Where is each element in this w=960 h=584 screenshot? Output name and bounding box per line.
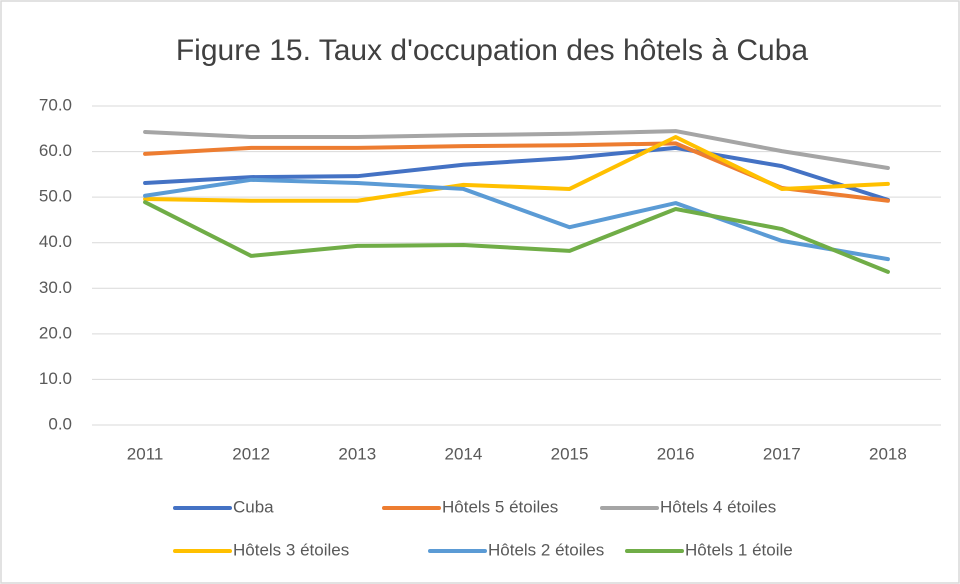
legend-label: Hôtels 4 étoiles <box>660 497 776 516</box>
series-line <box>143 200 890 274</box>
legend-label: Hôtels 1 étoile <box>685 540 793 559</box>
x-tick-label: 2012 <box>232 444 270 463</box>
x-tick-label: 2011 <box>127 444 164 463</box>
legend-label: Hôtels 2 étoiles <box>488 540 604 559</box>
y-tick-label: 60.0 <box>39 141 72 160</box>
y-tick-label: 0.0 <box>48 414 72 433</box>
y-tick-label: 30.0 <box>39 278 72 297</box>
legend-label: Hôtels 3 étoiles <box>233 540 349 559</box>
series-line <box>143 134 890 203</box>
series-line <box>143 145 890 202</box>
x-tick-label: 2016 <box>657 444 695 463</box>
chart-title: Figure 15. Taux d'occupation des hôtels … <box>176 34 809 67</box>
x-tick-label: 2018 <box>869 444 907 463</box>
y-tick-label: 20.0 <box>39 323 72 342</box>
series-line <box>143 177 890 262</box>
y-tick-label: 50.0 <box>39 187 72 206</box>
x-tick-label: 2014 <box>445 444 483 463</box>
x-tick-label: 2017 <box>763 444 801 463</box>
x-tick-label: 2015 <box>551 444 589 463</box>
legend-label: Hôtels 5 étoiles <box>442 497 558 516</box>
x-tick-label: 2013 <box>338 444 376 463</box>
y-tick-label: 40.0 <box>39 232 72 251</box>
legend-label: Cuba <box>233 497 274 516</box>
series-line <box>143 129 890 170</box>
y-tick-label: 10.0 <box>39 369 72 388</box>
y-tick-label: 70.0 <box>39 95 72 114</box>
